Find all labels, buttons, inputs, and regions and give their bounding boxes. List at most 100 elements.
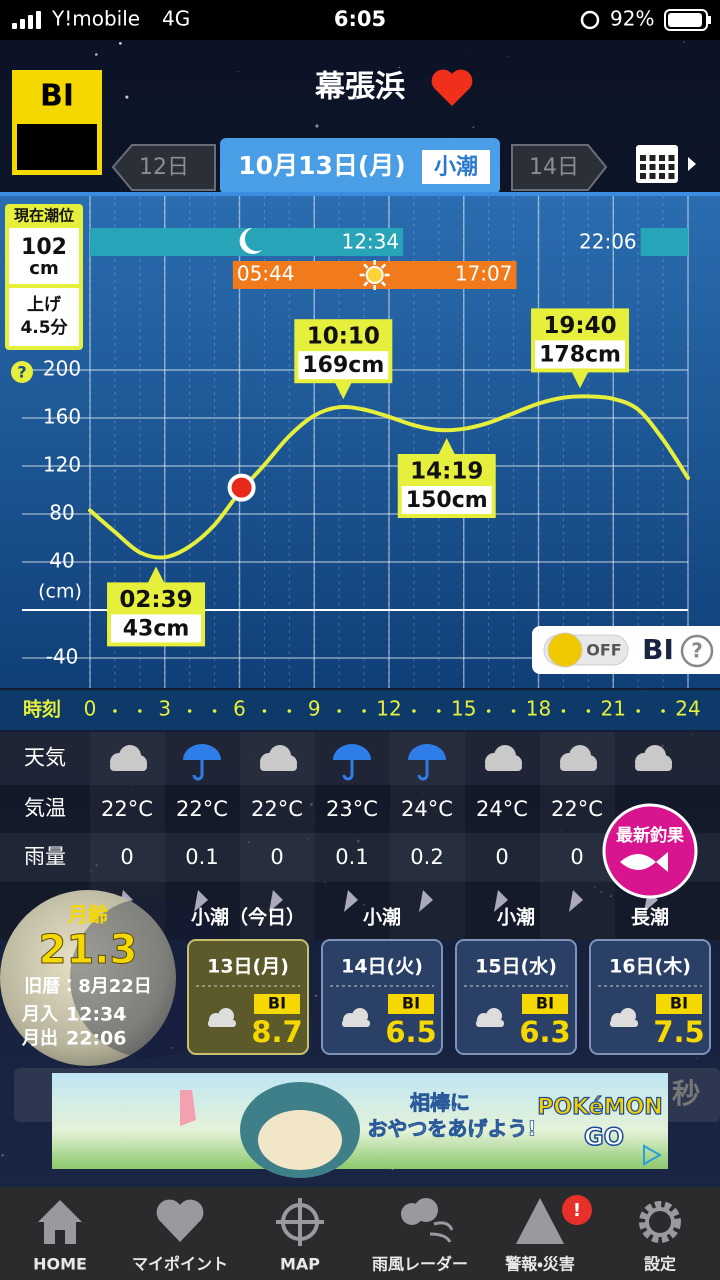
favorite-heart[interactable] xyxy=(431,69,473,106)
callout-pointer xyxy=(571,370,590,389)
umbrella-icon xyxy=(333,744,371,760)
x-tick-label: 0 xyxy=(84,697,97,721)
umbrella-icon xyxy=(183,744,221,760)
current-level-bg xyxy=(9,228,79,284)
callout-time-bg xyxy=(535,312,626,339)
weather-row-label: 天気 xyxy=(24,746,66,770)
moon-bar xyxy=(640,228,688,256)
latest-catch-button[interactable] xyxy=(602,803,698,899)
nav-label: HOME xyxy=(33,1255,87,1274)
alarm-icon xyxy=(580,10,600,30)
radar-wind xyxy=(429,1221,454,1243)
tide-type: 小潮 xyxy=(434,155,478,180)
toggle-label: BI xyxy=(642,633,674,666)
signal-bar xyxy=(28,15,33,29)
day-date: 14日(火) xyxy=(341,956,423,978)
logo-inner xyxy=(17,124,97,170)
ad-choices xyxy=(643,1144,663,1166)
time-axis xyxy=(0,690,720,730)
carrier: Y!mobile xyxy=(51,7,140,31)
umbrella-handle xyxy=(342,760,354,781)
umbrella-handle xyxy=(417,760,429,781)
rainfall: 0 xyxy=(120,845,133,869)
bi-badge-label: BI xyxy=(402,994,420,1013)
x-tick-label: 9 xyxy=(308,697,321,721)
day-date: 13日(月) xyxy=(207,956,289,978)
callout-time-bg xyxy=(298,323,389,350)
callout-time-bg xyxy=(401,458,492,484)
toggle-knob xyxy=(547,632,583,668)
x-tick-label: 3 xyxy=(158,697,171,721)
bi-badge xyxy=(522,994,568,1014)
nav-label: 警報・災害 xyxy=(505,1255,574,1274)
lunar-date: 旧暦：8月22日 xyxy=(24,976,152,997)
calendar-cell xyxy=(668,164,675,170)
moon-age: 21.3 xyxy=(39,927,138,973)
wind-arrow xyxy=(344,890,358,912)
rainfall: 0.1 xyxy=(185,845,218,869)
star-dot xyxy=(237,70,239,72)
moonset-time-panel: 12:34 xyxy=(66,1004,126,1026)
current-label: 現在潮位 xyxy=(14,207,74,225)
star-dot xyxy=(1,1154,4,1157)
temperature: 22°C xyxy=(551,797,603,821)
calendar-cell xyxy=(659,173,665,179)
extreme-time: 19:40 xyxy=(543,313,616,339)
callout-value-bg xyxy=(401,486,492,514)
ad-hand xyxy=(180,1090,196,1126)
spot-title: 幕張浜 xyxy=(314,70,405,105)
toggle-help[interactable] xyxy=(680,634,714,668)
tide-curve xyxy=(88,394,690,560)
cloud-icon xyxy=(260,762,297,771)
fish-icon xyxy=(620,852,668,872)
ad-banner[interactable] xyxy=(52,1073,668,1169)
bi-badge xyxy=(254,994,300,1014)
prev-day: 12日 xyxy=(139,155,189,180)
alert-badge-mark: ! xyxy=(573,1200,581,1221)
help-mark: ? xyxy=(17,363,26,382)
extreme-level: 43cm xyxy=(123,616,190,641)
sunrise-time: 05:44 xyxy=(237,262,295,286)
warning-icon xyxy=(516,1198,564,1244)
ad-brand: POKéMON xyxy=(537,1095,662,1120)
x-tick-label: 21 xyxy=(601,697,626,721)
bi-badge-label: BI xyxy=(536,994,554,1013)
nav-label: マイポイント xyxy=(132,1255,228,1274)
star-dot xyxy=(121,82,122,84)
wind-arrow xyxy=(419,890,433,912)
callout-value-bg xyxy=(298,351,389,380)
star-dot xyxy=(170,1046,173,1049)
alert-badge xyxy=(562,1195,592,1225)
extreme-level: 150cm xyxy=(406,488,488,513)
bi-badge-label: BI xyxy=(268,994,286,1013)
next-day-tab[interactable] xyxy=(511,144,608,191)
x-tick-label: 18 xyxy=(526,697,551,721)
rainfall: 0 xyxy=(570,845,583,869)
calendar-icon[interactable] xyxy=(636,145,678,183)
calendar-cell xyxy=(659,164,665,170)
ad-line1: 相棒に xyxy=(410,1091,470,1115)
date: 10月13日(月) xyxy=(238,151,405,180)
hour-dot xyxy=(486,709,491,713)
star-dot xyxy=(118,41,122,45)
day-date: 16日(木) xyxy=(609,955,691,978)
x-tick-label: 24 xyxy=(675,697,700,721)
hour-dot xyxy=(138,709,142,713)
calendar-cell xyxy=(649,173,656,179)
star-dot xyxy=(470,48,472,50)
star-dot xyxy=(398,66,400,69)
prev-day-tab[interactable] xyxy=(111,144,216,191)
hour-dot xyxy=(262,709,267,713)
logo: BI xyxy=(40,79,74,114)
cloud-icon xyxy=(635,762,672,771)
y-tick-label: -40 xyxy=(46,645,79,669)
ad-line2: おやつをあげよう! xyxy=(367,1117,536,1141)
hour-dot xyxy=(362,709,366,713)
cloud-icon xyxy=(560,762,597,771)
help-icon[interactable] xyxy=(11,361,33,383)
calendar-cell xyxy=(668,155,675,161)
sun-icon xyxy=(365,266,384,284)
bi-index: 8.7 xyxy=(251,1015,302,1049)
moonrise-time: 22:06 xyxy=(579,230,637,254)
battery-pct: 92% xyxy=(610,7,654,31)
